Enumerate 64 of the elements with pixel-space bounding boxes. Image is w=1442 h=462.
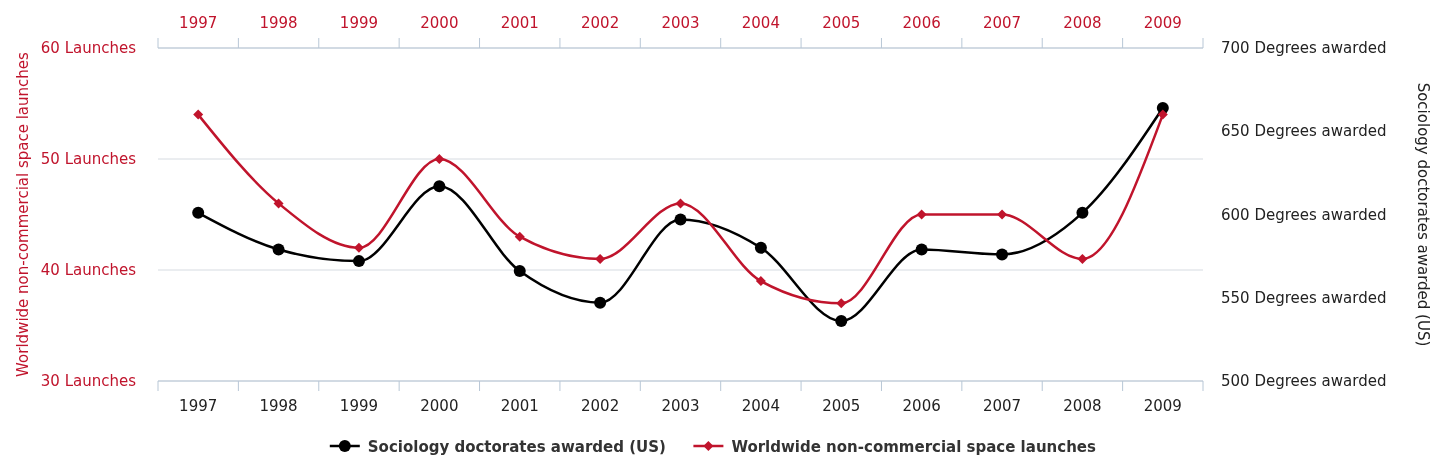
- category-label: 2005: [822, 14, 861, 32]
- point: [595, 253, 606, 264]
- category-label: 2009: [1143, 14, 1182, 32]
- category-label: 2002: [581, 14, 620, 32]
- category-label: 2004: [741, 14, 780, 32]
- category-label: 2000: [420, 14, 459, 32]
- category-label: 2001: [500, 14, 539, 32]
- point: [1157, 109, 1168, 120]
- x-tick-label: 2004: [741, 397, 780, 415]
- point: [514, 231, 525, 242]
- point: [754, 241, 767, 254]
- point: [272, 243, 285, 256]
- legend-label: Sociology doctorates awarded (US): [367, 438, 666, 456]
- point: [996, 248, 1009, 261]
- point: [835, 315, 848, 328]
- category-label: 1997: [179, 14, 218, 32]
- x-tick-label: 2005: [822, 397, 861, 415]
- x-tick-label: 1998: [259, 397, 298, 415]
- point: [192, 206, 205, 219]
- category-label: 2007: [982, 14, 1022, 32]
- x-tick-label: 2007: [982, 397, 1022, 415]
- x-tick-label: 2008: [1063, 397, 1102, 415]
- category-label: 2003: [661, 14, 700, 32]
- y2-tick-label: 650 Degrees awarded: [1221, 122, 1387, 141]
- x-tick-label: 2002: [581, 397, 620, 415]
- x-tick-label: 2006: [902, 397, 941, 415]
- y-axis-title: Worldwide non-commercial space launches: [14, 51, 32, 377]
- point: [273, 198, 284, 209]
- y-tick-label: 40 Launches: [40, 261, 137, 279]
- point: [916, 209, 927, 220]
- point: [433, 180, 446, 193]
- y2-tick-label: 500 Degrees awarded: [1221, 372, 1387, 390]
- y2-axis-title: Sociology doctorates awarded (US): [1414, 82, 1432, 347]
- point: [434, 154, 445, 164]
- point: [755, 276, 766, 287]
- x-tick-label: 2003: [661, 397, 700, 415]
- point: [915, 243, 928, 256]
- point: [352, 255, 365, 268]
- point: [674, 213, 687, 226]
- y2-tick-label: 700 Degrees awarded: [1221, 39, 1387, 57]
- y-tick-label: 30 Launches: [40, 372, 137, 390]
- point: [997, 209, 1008, 220]
- point: [1076, 206, 1089, 219]
- y2-tick-label: 600 Degrees awarded: [1221, 205, 1387, 224]
- point: [193, 109, 204, 120]
- category-label: 2008: [1063, 14, 1102, 32]
- x-tick-label: 2000: [420, 397, 459, 415]
- y-tick-label: 60 Launches: [40, 39, 137, 57]
- category-label: 1998: [259, 14, 298, 32]
- category-label: 2006: [902, 14, 941, 32]
- point: [675, 198, 686, 209]
- point: [353, 242, 364, 253]
- x-tick-label: 2001: [500, 397, 539, 415]
- legend-label: Worldwide non-commercial space launches: [731, 438, 1096, 456]
- point: [836, 298, 847, 309]
- x-tick-label: 1997: [179, 397, 218, 415]
- x-tick-label: 2009: [1143, 397, 1182, 415]
- category-label: 1999: [339, 14, 379, 32]
- y2-tick-label: 550 Degrees awarded: [1221, 288, 1387, 307]
- y-tick-label: 50 Launches: [40, 150, 137, 168]
- point: [1077, 253, 1088, 264]
- point: [594, 296, 607, 309]
- point: [513, 265, 526, 278]
- x-tick-label: 1999: [339, 397, 379, 415]
